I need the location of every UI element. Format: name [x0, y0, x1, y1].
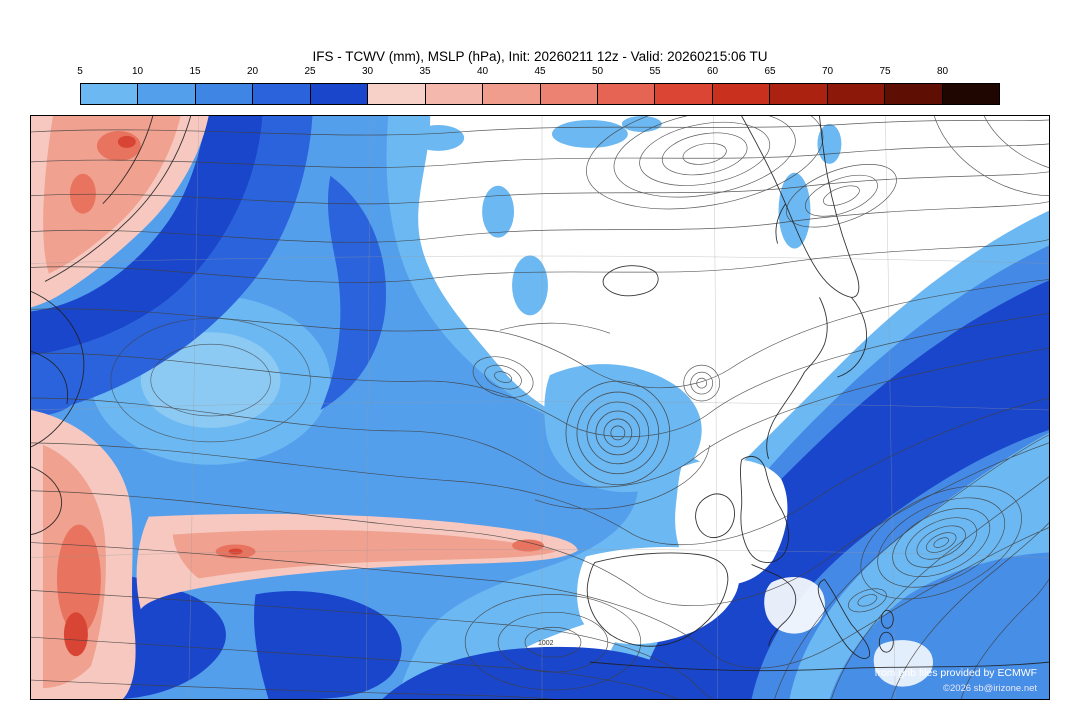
colorbar-tick: 80 — [936, 66, 949, 77]
colorbar-cell — [597, 84, 656, 104]
colorbar-tick: 35 — [419, 66, 431, 77]
colorbar-tick: 40 — [476, 66, 489, 77]
colorbar-cell — [81, 84, 139, 104]
colorbar-cell — [138, 84, 196, 104]
tcwv-shading-layer — [31, 116, 1049, 699]
navy-plume-core — [635, 280, 1049, 699]
navy-greenland-frame — [31, 116, 263, 356]
isobar-long-lines — [31, 116, 1049, 699]
coastline-layer — [31, 116, 1049, 672]
map-label-layer: 1002 from grib files provided by ECMWF ©… — [538, 640, 1037, 694]
colorbar-cell — [712, 84, 771, 104]
bottom-low-rings — [464, 594, 642, 691]
colorbar-tick: 50 — [591, 66, 604, 77]
colorbar-tick: 65 — [764, 66, 776, 77]
colorbar-tick: 45 — [534, 66, 546, 77]
left-high-rings — [110, 317, 311, 443]
colorbar-tick: 25 — [304, 66, 316, 77]
colorbar-cell — [310, 84, 369, 104]
vivid-band-topleft — [31, 116, 313, 415]
high-pressure-rings-1 — [586, 116, 824, 210]
navy-bottomleft-2 — [254, 590, 402, 699]
small-low-rings-a — [683, 364, 720, 402]
colorbar-tick: 10 — [131, 66, 144, 77]
navy-south-iberia — [382, 646, 705, 699]
colorbar-tick: 55 — [649, 66, 661, 77]
colorbar-cell — [368, 84, 426, 104]
main-low-rings — [565, 380, 671, 486]
colorbar-cell — [770, 84, 828, 104]
colorbar-tick: 30 — [361, 66, 374, 77]
dry-hotspots — [63, 548, 243, 657]
alpine-dense-rings — [860, 485, 1022, 600]
colorbar-tick-row: 5 10 15 20 25 30 35 40 45 50 55 60 65 70 75 80 — [77, 66, 1000, 79]
colorbar-tick: 70 — [821, 66, 834, 77]
chart-title: IFS - TCWV (mm), MSLP (hPa), Init: 20260… — [312, 49, 768, 64]
colorbar-tick: 60 — [706, 66, 719, 77]
dry-region-greenland-core — [43, 116, 181, 274]
small-rings-c — [847, 588, 887, 613]
small-low-rings-b — [472, 356, 534, 398]
light-pocket-core — [140, 332, 281, 428]
moist-patches — [412, 116, 842, 316]
colorbar-cell — [253, 84, 311, 104]
colorbar-cell — [655, 84, 713, 104]
colorbar-cell — [827, 84, 886, 104]
colorbar-cell — [942, 84, 999, 104]
colorbar-cell — [195, 84, 254, 104]
map-area: 1002 from grib files provided by ECMWF ©… — [30, 115, 1050, 700]
colorbar-cell — [885, 84, 943, 104]
colorbar-tick: 75 — [879, 66, 891, 77]
colorbar-cell — [540, 84, 598, 104]
dry-white-uk — [675, 458, 788, 585]
dry-greenland-hotspot — [117, 135, 136, 148]
colorbar-tick: 5 — [77, 66, 83, 77]
colorbar-cell — [483, 84, 541, 104]
coastlines — [31, 116, 1049, 672]
colorbar-tick: 15 — [189, 66, 201, 77]
dry-greenland-hot — [69, 130, 141, 214]
isobar-layer — [31, 116, 1049, 699]
colorbar — [80, 83, 1000, 105]
white-pocket-1 — [764, 576, 825, 634]
colorbar-cell — [425, 84, 484, 104]
pressure-label: 1002 — [538, 640, 554, 647]
colorbar-tick: 20 — [246, 66, 259, 77]
weather-map-svg: 1002 from grib files provided by ECMWF ©… — [31, 116, 1049, 699]
credit-ecmwf: from grib files provided by ECMWF — [875, 668, 1037, 679]
dry-tongue-core — [172, 530, 556, 579]
credit-copyright: ©2026 sb@irizone.net — [943, 683, 1037, 694]
